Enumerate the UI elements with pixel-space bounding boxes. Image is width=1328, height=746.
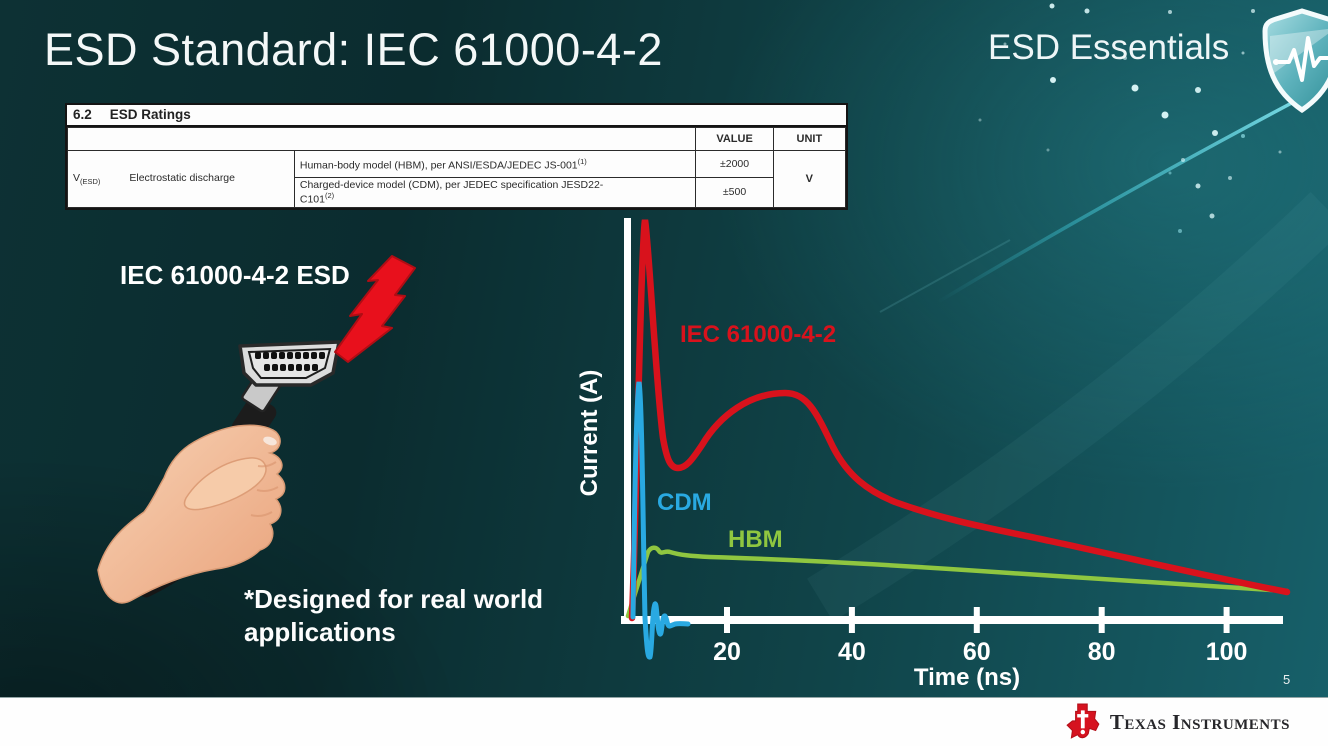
y-axis-label: Current (A) xyxy=(576,370,603,497)
section-number: 6.2 xyxy=(73,107,92,122)
hbm-condition-cell: Human-body model (HBM), per ANSI/ESDA/JE… xyxy=(293,150,697,178)
x-axis-tick xyxy=(1223,607,1230,633)
unit-cell: V xyxy=(772,150,847,208)
cdm-curve xyxy=(630,381,691,660)
footer-brand-name: Texas Instruments xyxy=(1109,709,1290,734)
footer-bar: Texas Instruments xyxy=(0,697,1328,746)
x-axis-tick xyxy=(724,607,730,633)
cdm-condition-cell: Charged-device model (CDM), per JEDEC sp… xyxy=(293,177,697,208)
table-row: V(ESD) Electrostatic discharge Human-bod… xyxy=(67,150,847,208)
ti-logo-icon xyxy=(1066,703,1100,739)
thumb xyxy=(183,457,267,511)
x-axis-tick xyxy=(973,607,980,633)
iec-curve xyxy=(628,219,1291,622)
hbm-curve xyxy=(625,545,1290,619)
page-number: 5 xyxy=(1283,672,1291,687)
x-tick-label: 100 xyxy=(1206,638,1248,666)
hand-hdmi-illustration xyxy=(97,255,416,604)
table-header-row: VALUE UNIT xyxy=(66,127,847,151)
swoosh-glow xyxy=(807,192,1328,622)
star-dots xyxy=(978,3,1282,233)
hdmi-connector xyxy=(238,340,341,387)
fingernail xyxy=(263,436,277,446)
footnote-line1: *Designed for real world xyxy=(244,584,544,614)
x-tick-label: 40 xyxy=(838,638,866,666)
esd-ratings-table: VALUE UNIT V(ESD) Electrostatic discharg… xyxy=(66,127,847,208)
page-title: ESD Standard: IEC 61000-4-2 xyxy=(44,24,663,75)
cdm-series-label: CDM xyxy=(657,489,712,516)
x-axis xyxy=(621,616,1283,624)
footnote-line2: applications xyxy=(244,617,396,647)
symbol: V(ESD) xyxy=(73,171,101,186)
faint-streak xyxy=(879,239,1011,313)
x-axis-ticks: 20 40 60 80 100 xyxy=(713,607,1247,666)
table-row: Charged-device model (CDM), per JEDEC sp… xyxy=(68,177,846,208)
hbm-series-label: HBM xyxy=(728,526,783,553)
x-axis-label: Time (ns) xyxy=(914,664,1020,691)
value-column-header: VALUE xyxy=(695,127,774,151)
symbol-parameter-cell: V(ESD) Electrostatic discharge xyxy=(67,150,295,208)
iec-esd-illustration-label: IEC 61000-4-2 ESD xyxy=(120,260,350,290)
x-tick-label: 20 xyxy=(713,638,741,666)
table-section-heading: 6.2 ESD Ratings xyxy=(67,105,846,127)
hand xyxy=(97,424,286,604)
x-axis-tick xyxy=(1098,607,1105,633)
cdm-value-cell: ±500 xyxy=(695,177,774,208)
x-axis-tick xyxy=(848,607,855,633)
light-streak xyxy=(937,86,1321,304)
y-axis xyxy=(624,218,631,624)
esd-shield-icon xyxy=(1262,8,1328,114)
unit-column-header: UNIT xyxy=(772,127,847,151)
program-title: ESD Essentials xyxy=(988,28,1230,67)
lightning-bolt-icon xyxy=(334,255,416,363)
parameter-label: Electrostatic discharge xyxy=(129,171,235,184)
iec-series-label: IEC 61000-4-2 xyxy=(680,321,836,348)
footnote: *Designed for real world applications xyxy=(244,583,543,649)
x-tick-label: 80 xyxy=(1088,638,1116,666)
esd-ratings-table-panel: 6.2 ESD Ratings VALUE UNIT V(ESD) Electr… xyxy=(65,103,848,210)
esd-waveform-chart: 20 40 60 80 100 IEC 61000-4-2 CDM HBM Time (… xyxy=(576,218,1291,691)
hbm-value-cell: ±2000 xyxy=(695,150,774,178)
section-title: ESD Ratings xyxy=(109,107,191,122)
x-tick-label: 60 xyxy=(963,638,991,666)
empty-header-cell xyxy=(66,127,697,151)
